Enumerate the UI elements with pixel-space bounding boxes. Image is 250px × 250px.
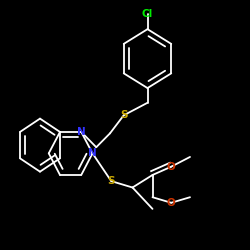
Text: N: N xyxy=(88,148,97,158)
Text: Cl: Cl xyxy=(142,10,153,20)
Text: N: N xyxy=(77,127,86,137)
Text: S: S xyxy=(108,176,115,186)
Text: S: S xyxy=(120,110,128,120)
Text: O: O xyxy=(167,162,175,172)
Text: O: O xyxy=(167,198,175,208)
